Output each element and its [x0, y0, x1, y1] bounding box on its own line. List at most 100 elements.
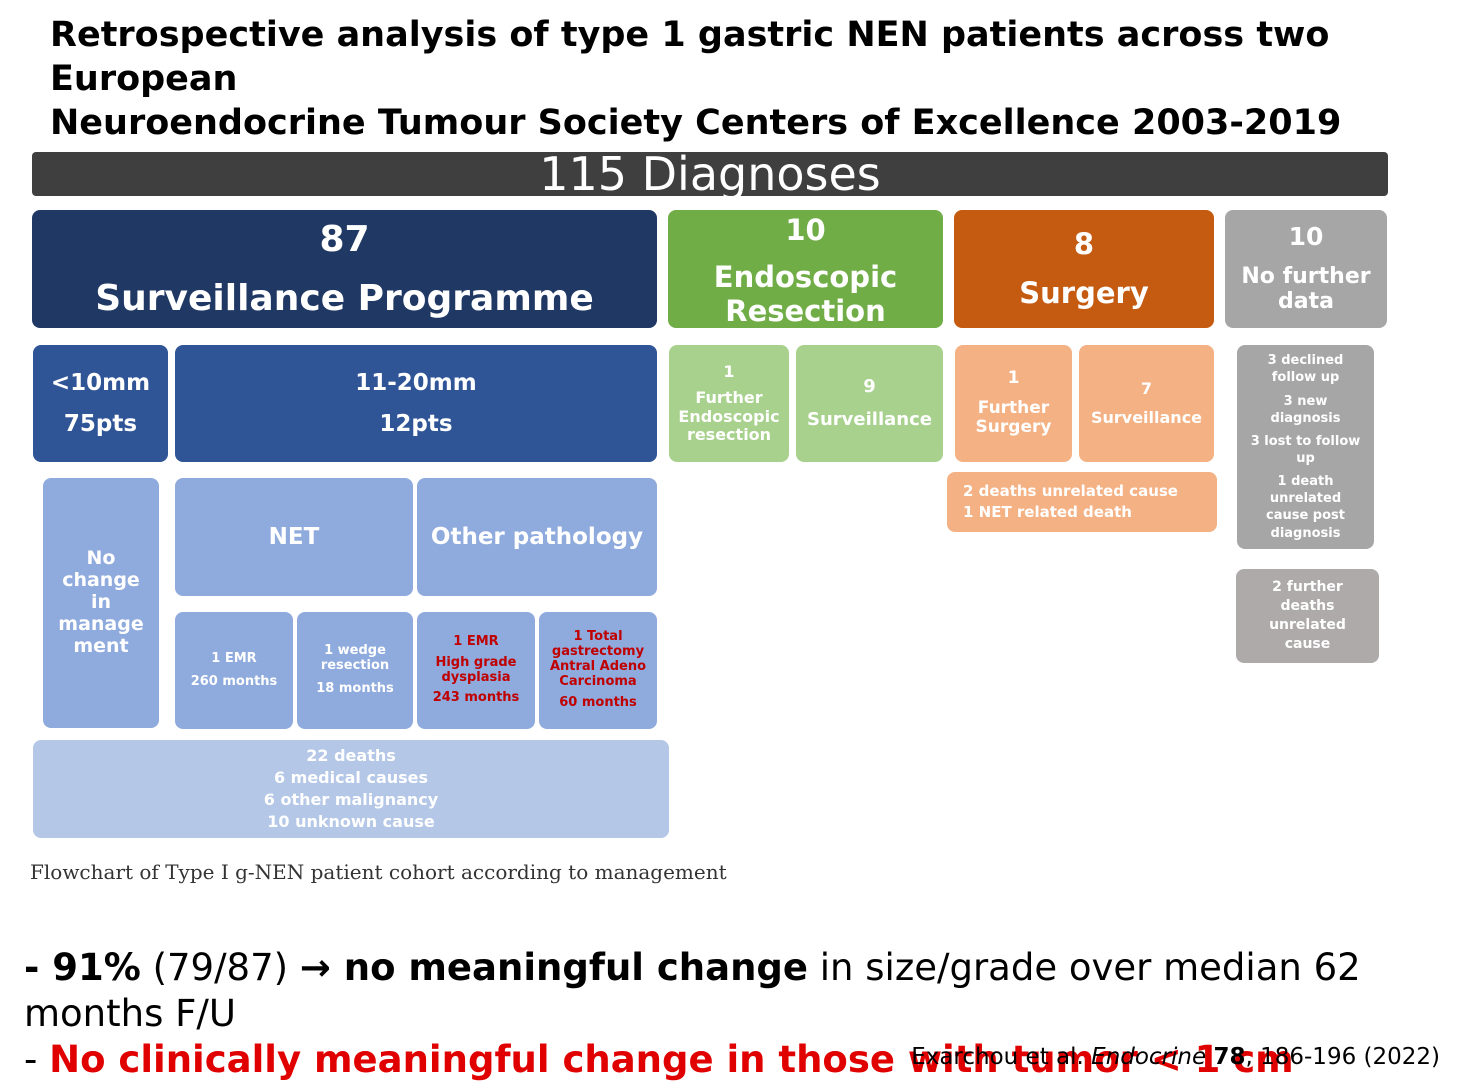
endoscopic-count: 10 [785, 213, 826, 247]
deaths-line-4: 10 unknown cause [267, 812, 435, 832]
finding-1-rest: in size/grade over median 62 months F/U [24, 946, 1361, 1035]
surgery-surveillance-label: Surveillance [1090, 407, 1203, 427]
no-data-detail-9: cause post [1265, 508, 1345, 524]
outcome-3-line-4: 243 months [432, 690, 520, 706]
surgery-further-line-2: Surgery [975, 417, 1052, 438]
surgery-count: 8 [1073, 226, 1095, 261]
title-line-1: Retrospective analysis of type 1 gastric… [50, 15, 1330, 99]
outcome-2-line-2: resection [320, 658, 390, 674]
outcome-3-line-3: dysplasia [441, 669, 511, 685]
figure-caption: Flowchart of Type I g-NEN patient cohort… [30, 860, 727, 884]
finding-1-fraction: (79/87) [140, 946, 300, 989]
no-data-detail-5: 3 lost to follow [1250, 433, 1361, 449]
outcome-4-line-2: gastrectomy [551, 644, 645, 660]
surgery-further-count: 1 [1007, 368, 1020, 389]
no-data-detail-6: up [1296, 451, 1315, 466]
no-change-in-management-box: No change in manage ment [43, 478, 159, 728]
citation-authors: Exarchou et al. [911, 1044, 1092, 1070]
further-deaths-line-3: unrelated [1269, 617, 1346, 633]
outcome-4-line-5: 60 months [559, 694, 637, 710]
title-line-2: Neuroendocrine Tumour Society Centers of… [50, 102, 1342, 143]
finding-1-emphasis: no meaningful change [343, 946, 809, 989]
outcome-4-line-3: Antral Adeno [549, 659, 647, 675]
no-change-line-3: in [90, 591, 112, 614]
outcome-2-line-3: 18 months [316, 680, 394, 696]
outcome-1-line-2: 260 months [190, 673, 278, 689]
further-deaths-line-1: 2 further [1272, 579, 1343, 596]
outcome-emr-dysplasia-box: 1 EMR High grade dysplasia 243 months [417, 612, 535, 729]
surgery-surveillance-count: 7 [1140, 379, 1153, 399]
no-change-line-4: manage [58, 612, 144, 635]
other-pathology-label: Other pathology [430, 523, 644, 550]
endo-further-count: 1 [723, 361, 735, 381]
outcome-emr-box: 1 EMR 260 months [175, 612, 293, 729]
outcome-wedge-resection-box: 1 wedge resection 18 months [297, 612, 413, 729]
size-under-10mm-box: <10mm 75pts [33, 345, 168, 462]
outcome-1-line-1: 1 EMR [211, 650, 257, 666]
no-change-line-5: ment [73, 634, 129, 657]
size-11-20mm-box: 11-20mm 12pts [175, 345, 657, 462]
no-data-detail-7: 1 death [1277, 474, 1334, 490]
outcome-4-line-4: Carcinoma [559, 673, 637, 689]
finding-2: - No clinically meaningful change in tho… [24, 1037, 1464, 1083]
other-pathology-box: Other pathology [417, 478, 657, 596]
surgery-deaths-line-1: 2 deaths unrelated cause [963, 482, 1178, 500]
endoscopic-label-2: Resection [725, 293, 886, 328]
further-surgery-box: 1 Further Surgery [955, 345, 1072, 462]
endo-further-line-1: Further [695, 388, 763, 408]
citation-pages: , 186-196 (2022) [1245, 1044, 1440, 1070]
endo-surveillance-label: Surveillance [807, 408, 932, 430]
net-pathology-box: NET [175, 478, 413, 596]
no-data-detail-10: diagnosis [1270, 525, 1341, 541]
outcome-4-line-1: 1 Total [573, 629, 623, 645]
further-endoscopic-resection-box: 1 Further Endoscopic resection [669, 345, 789, 462]
key-findings: - 91% (79/87) → no meaningful change in … [24, 945, 1464, 1083]
endoscopic-resection-box: 10 Endoscopic Resection [668, 210, 943, 328]
deaths-line-3: 6 other malignancy [263, 790, 439, 809]
surveillance-deaths-box: 22 deaths 6 medical causes 6 other malig… [33, 740, 669, 838]
no-change-line-1: No [86, 547, 116, 570]
arrow-icon: → [299, 946, 344, 989]
no-data-further-deaths-box: 2 further deaths unrelated cause [1236, 569, 1379, 663]
endo-further-line-2: Endoscopic [678, 406, 780, 426]
size-small-patients: 75pts [63, 410, 138, 437]
size-medium-range: 11-20mm [355, 370, 477, 397]
endoscopic-surveillance-box: 9 Surveillance [796, 345, 943, 462]
citation-journal: Endocrine [1091, 1044, 1207, 1070]
no-data-count: 10 [1288, 222, 1324, 252]
surgery-box: 8 Surgery [954, 210, 1214, 328]
no-further-data-box: 10 No further data [1225, 210, 1387, 328]
further-deaths-line-2: deaths [1280, 598, 1335, 615]
finding-1-percent: 91% [52, 946, 141, 989]
finding-1-dash: - [24, 946, 53, 989]
no-data-label-1: No further [1241, 264, 1371, 290]
finding-2-text: No clinically meaningful change in those… [49, 1038, 1294, 1081]
finding-1: - 91% (79/87) → no meaningful change in … [24, 945, 1464, 1037]
net-label: NET [268, 523, 320, 550]
surgery-further-line-1: Further [977, 397, 1050, 418]
no-data-detail-1: 3 declined [1267, 353, 1344, 369]
diagnoses-banner: 115 Diagnoses [32, 151, 1388, 197]
citation: Exarchou et al. Endocrine 78, 186-196 (2… [900, 1044, 1440, 1070]
outcome-3-line-2: High grade [435, 654, 517, 670]
finding-2-dash: - [24, 1038, 50, 1081]
no-change-line-2: change [62, 569, 140, 592]
citation-volume: 78 [1213, 1044, 1246, 1070]
outcome-gastrectomy-box: 1 Total gastrectomy Antral Adeno Carcino… [539, 612, 657, 729]
deaths-line-2: 6 medical causes [273, 767, 429, 787]
outcome-2-line-1: 1 wedge [324, 643, 386, 659]
endoscopic-label-1: Endoscopic [713, 260, 898, 295]
no-data-label-2: data [1278, 289, 1334, 315]
no-data-detail-4: diagnosis [1270, 410, 1341, 426]
endo-surveillance-count: 9 [863, 375, 876, 397]
endo-further-line-3: resection [686, 424, 772, 444]
no-data-detail-2: follow up [1271, 370, 1340, 386]
surgery-label: Surgery [1019, 276, 1149, 310]
size-small-range: <10mm [50, 370, 151, 397]
outcome-3-line-1: 1 EMR [453, 633, 499, 649]
surgery-surveillance-box: 7 Surveillance [1079, 345, 1214, 462]
surveillance-programme-box: 87 Surveillance Programme [32, 210, 657, 328]
surveillance-count: 87 [319, 218, 370, 260]
surgery-deaths-box: 2 deaths unrelated cause 1 NET related d… [947, 472, 1217, 532]
no-data-details-box: 3 declined follow up 3 new diagnosis 3 l… [1237, 345, 1374, 549]
